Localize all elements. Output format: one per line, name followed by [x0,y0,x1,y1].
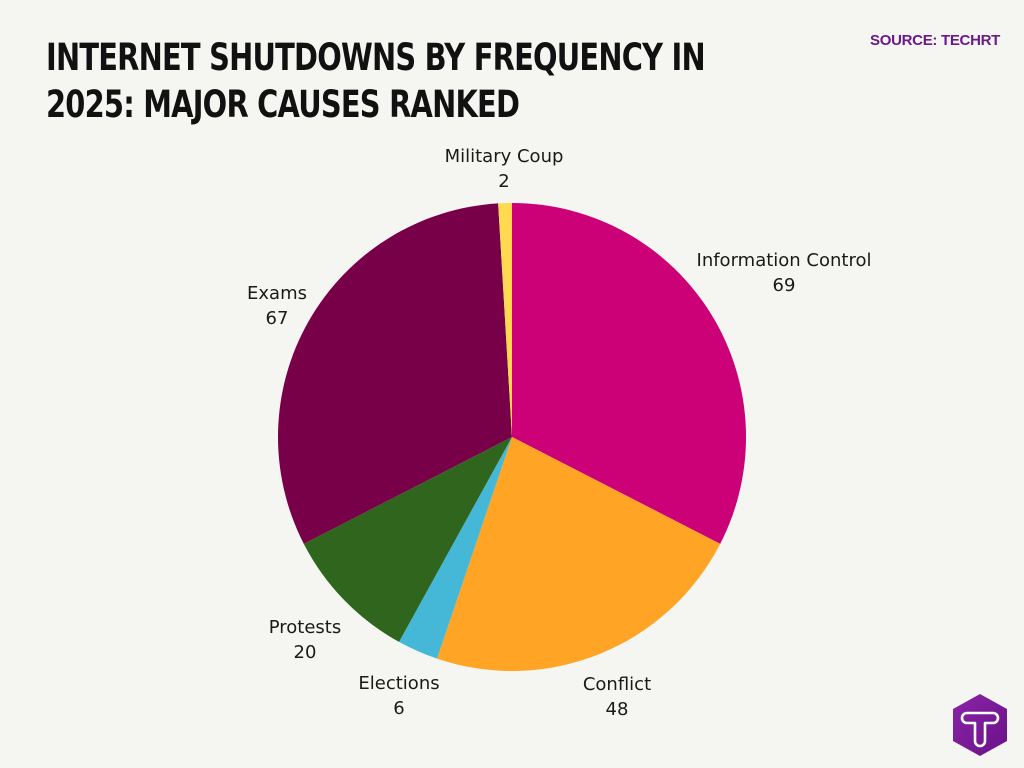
chart-title-line-1: INTERNET SHUTDOWNS BY FREQUENCY IN [46,36,706,79]
techrt-logo-icon [953,694,1007,756]
pie-slice-exams [278,203,512,544]
slice-label-value: 6 [393,698,405,719]
slice-label-conflict: Conflict 48 [583,672,651,722]
slice-label-protests: Protests 20 [269,615,342,665]
slice-label-name: Military Coup [444,146,564,167]
slice-label-name: Information Control [696,250,872,271]
slice-label-value: 2 [498,171,510,192]
slice-label-information-control: Information Control 69 [697,248,872,298]
slice-label-name: Elections [358,673,440,694]
pie-slice-elections [399,437,512,659]
slice-label-military-coup: Military Coup 2 [445,144,564,194]
chart-title: INTERNET SHUTDOWNS BY FREQUENCY IN 2025:… [46,34,706,128]
slice-label-name: Conflict [582,674,652,695]
pie-slice-military-coup [498,203,512,437]
slice-label-exams: Exams 67 [247,281,307,331]
slice-label-name: Protests [268,617,342,638]
pie-slice-conflict [437,437,721,671]
slice-label-value: 67 [265,308,289,329]
slice-label-value: 48 [605,699,629,720]
pie-slice-protests [303,437,512,642]
source-credit: SOURCE: TECHRT [870,32,1000,49]
slice-label-elections: Elections 6 [358,671,439,721]
slice-label-name: Exams [247,283,307,304]
chart-title-line-2: 2025: MAJOR CAUSES RANKED [46,83,520,126]
slice-label-value: 20 [293,642,317,663]
pie-slice-information-control [512,203,746,544]
slice-label-value: 69 [772,275,796,296]
